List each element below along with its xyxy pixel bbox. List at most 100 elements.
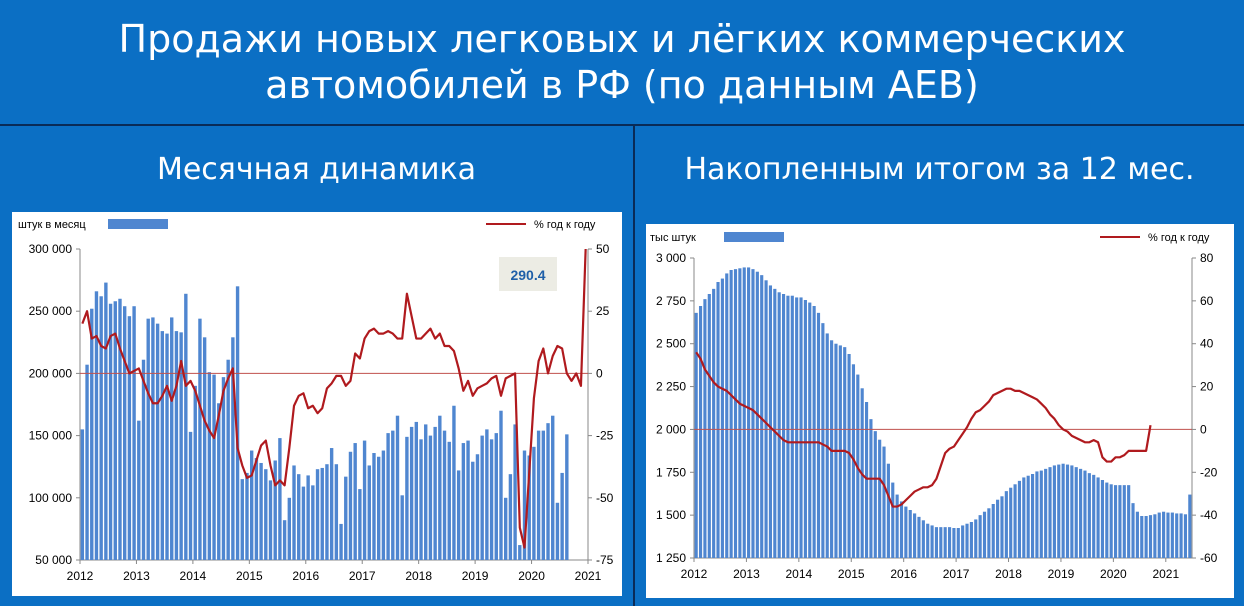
bar [1166, 512, 1170, 558]
bar [485, 429, 489, 560]
bar [987, 508, 991, 558]
right-tick-label: -40 [1200, 508, 1218, 522]
x-tick-label: 2013 [733, 567, 760, 581]
bar [428, 435, 433, 560]
bar [160, 331, 165, 560]
bar [184, 293, 188, 560]
bar [830, 340, 834, 558]
bar [764, 280, 768, 558]
legend-line-label: % год к году [534, 219, 596, 231]
x-tick-label: 2018 [995, 567, 1022, 581]
bar [165, 333, 169, 560]
bar [729, 270, 733, 558]
bar [480, 435, 484, 560]
bar [703, 299, 707, 558]
bar [816, 312, 821, 558]
bar [259, 462, 263, 560]
right-tick-label: 50 [596, 242, 610, 256]
bar [282, 520, 287, 560]
x-tick-label: 2013 [123, 569, 150, 583]
bar [1004, 491, 1008, 558]
bar [1009, 487, 1013, 558]
bar [146, 318, 150, 560]
bar [873, 431, 877, 558]
right-tick-label: 0 [1200, 422, 1207, 436]
bar [991, 504, 995, 558]
bar [1140, 516, 1144, 558]
x-tick-label: 2012 [681, 567, 708, 581]
left-tick-label: 50 000 [35, 553, 72, 567]
bar [891, 482, 895, 558]
bar [555, 502, 560, 560]
bar [982, 511, 987, 558]
x-tick-label: 2015 [838, 567, 865, 581]
left-tick-label: 250 000 [29, 304, 73, 318]
x-tick-label: 2021 [575, 569, 602, 583]
cumulative-chart-panel: тыс штук % год к году 3 000 2 750 2 500 2 250… [646, 224, 1234, 598]
bar [917, 516, 921, 558]
left-tick-label: 150 000 [29, 429, 73, 443]
bar [367, 465, 371, 560]
bar [122, 306, 127, 560]
bar [738, 268, 742, 558]
bar [231, 337, 235, 560]
bar [1170, 512, 1174, 558]
right-tick-label: -20 [1200, 465, 1218, 479]
bar [132, 306, 136, 560]
bar [113, 301, 117, 560]
bar [956, 528, 960, 558]
bar [414, 421, 419, 560]
bar [311, 485, 315, 560]
bar [1079, 468, 1083, 558]
bar [141, 359, 146, 560]
x-tick-label: 2017 [943, 567, 970, 581]
bar [799, 297, 803, 558]
bar [969, 522, 973, 558]
bar [503, 497, 508, 560]
bar [376, 456, 381, 560]
bar [1157, 512, 1161, 558]
left-subtitle: Месячная динамика [156, 151, 477, 187]
bar [1118, 485, 1122, 558]
legend-bar-swatch [108, 219, 168, 229]
bar [712, 288, 716, 558]
yoy-line [695, 351, 1152, 508]
right-tick-label: 0 [596, 366, 603, 380]
bar [433, 426, 437, 560]
bar [400, 495, 404, 560]
bar [381, 450, 386, 560]
bar [812, 306, 816, 558]
bar [151, 317, 155, 560]
divider-vertical [633, 124, 635, 606]
bar [358, 489, 362, 560]
left-tick-label: 1 750 [656, 465, 686, 479]
bar [522, 450, 527, 560]
bar [1175, 513, 1179, 558]
bar [320, 467, 324, 560]
bar [344, 476, 348, 560]
bar [268, 480, 273, 560]
bar [821, 323, 825, 558]
bar [104, 282, 108, 560]
bar [1183, 514, 1188, 558]
bar [1188, 494, 1192, 558]
bar [292, 465, 296, 560]
monthly-chart-panel: штук в месяц % год к году 300 000 250 000 20… [12, 212, 622, 596]
bar [882, 446, 886, 558]
x-tick-label: 2020 [1100, 567, 1127, 581]
bar [1087, 473, 1091, 558]
x-tick-label: 2015 [236, 569, 263, 583]
bar [551, 415, 555, 560]
bar [1026, 475, 1030, 558]
bar [1096, 477, 1100, 558]
legend-bar-swatch [724, 232, 784, 242]
bar [926, 523, 930, 558]
callout-value: 290.4 [510, 267, 545, 283]
left-tick-label: 3 000 [656, 251, 686, 265]
bar [546, 423, 550, 560]
bar [221, 377, 226, 560]
bar [297, 474, 301, 560]
bar [339, 523, 343, 560]
bar [1035, 471, 1039, 558]
bar [94, 291, 99, 560]
